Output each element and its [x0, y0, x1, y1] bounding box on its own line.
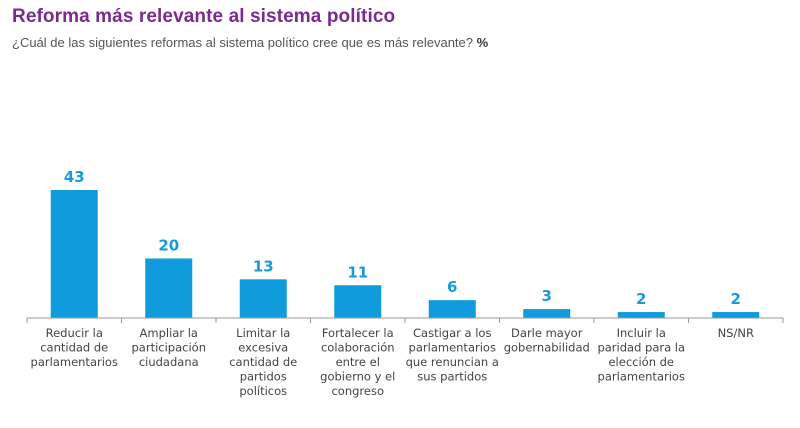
bar: [50, 190, 98, 318]
x-axis: [26, 317, 784, 323]
category-label-line: Incluir la: [617, 326, 666, 340]
category-label-line: parlamentarios: [31, 355, 118, 369]
bar: [617, 312, 665, 318]
value-label: 11: [347, 263, 368, 281]
bar: [239, 279, 287, 318]
value-label: 43: [64, 168, 85, 186]
value-label: 3: [542, 287, 552, 305]
category-label-line: Reducir la: [46, 326, 103, 340]
category-label-line: partidos: [240, 370, 287, 384]
category-label-line: que renuncian a: [406, 355, 499, 369]
bar: [428, 300, 476, 318]
chart-subtitle: ¿Cuál de las siguientes reformas al sist…: [12, 35, 488, 50]
category-label-line: elección de: [608, 355, 674, 369]
category-label: Limitar la excesiva cantidad de partidos pol…: [229, 326, 297, 398]
category-label: Incluir la paridad para la elección de parl…: [597, 326, 685, 384]
category-label-line: cantidad de: [40, 341, 108, 355]
category-label-line: parlamentarios: [409, 341, 496, 355]
category-label-line: participación: [132, 341, 207, 355]
category-label-line: Limitar la: [236, 326, 290, 340]
category-label-line: NS/NR: [718, 326, 754, 340]
bar: [334, 285, 382, 318]
category-label-line: gobernabilidad: [504, 341, 590, 355]
category-label-line: paridad para la: [597, 341, 685, 355]
category-label-line: políticos: [239, 384, 287, 398]
subtitle-question: ¿Cuál de las siguientes reformas al sist…: [12, 35, 473, 50]
category-label: NS/NR: [718, 326, 754, 340]
category-label-line: gobierno y el: [320, 370, 395, 384]
value-label: 13: [253, 257, 274, 275]
category-label: Darle mayor gobernabilidad: [504, 326, 590, 355]
unit-label: %: [476, 35, 489, 50]
category-label-line: Fortalecer la: [322, 326, 394, 340]
bar: [712, 312, 760, 318]
bar: [145, 258, 193, 318]
category-label: Ampliar la participación ciudadana: [132, 326, 207, 369]
value-label: 6: [447, 278, 457, 296]
chart-title: Reforma más relevante al sistema polític…: [12, 6, 396, 27]
category-label-line: colaboración: [321, 341, 395, 355]
bar: [523, 309, 571, 318]
category-label-line: ciudadana: [139, 355, 199, 369]
category-label-line: Castigar a los: [413, 326, 491, 340]
category-label: Castigar a los parlamentarios que renuncia…: [406, 326, 499, 384]
category-label-line: congreso: [331, 384, 384, 398]
category-label-line: Ampliar la: [140, 326, 198, 340]
category-label-line: entre el: [336, 355, 380, 369]
category-label-line: parlamentarios: [598, 370, 685, 384]
category-label: Reducir la cantidad de parlamentarios: [31, 326, 118, 369]
category-label-line: excesiva: [238, 341, 288, 355]
value-label: 20: [158, 236, 179, 254]
value-label: 2: [636, 290, 646, 308]
category-label-line: sus partidos: [417, 370, 487, 384]
bars-group: [50, 190, 760, 318]
category-label-line: cantidad de: [229, 355, 297, 369]
category-label: Fortalecer la colaboración entre el gobiern…: [320, 326, 395, 398]
category-label-line: Darle mayor: [511, 326, 583, 340]
value-label: 2: [731, 290, 741, 308]
